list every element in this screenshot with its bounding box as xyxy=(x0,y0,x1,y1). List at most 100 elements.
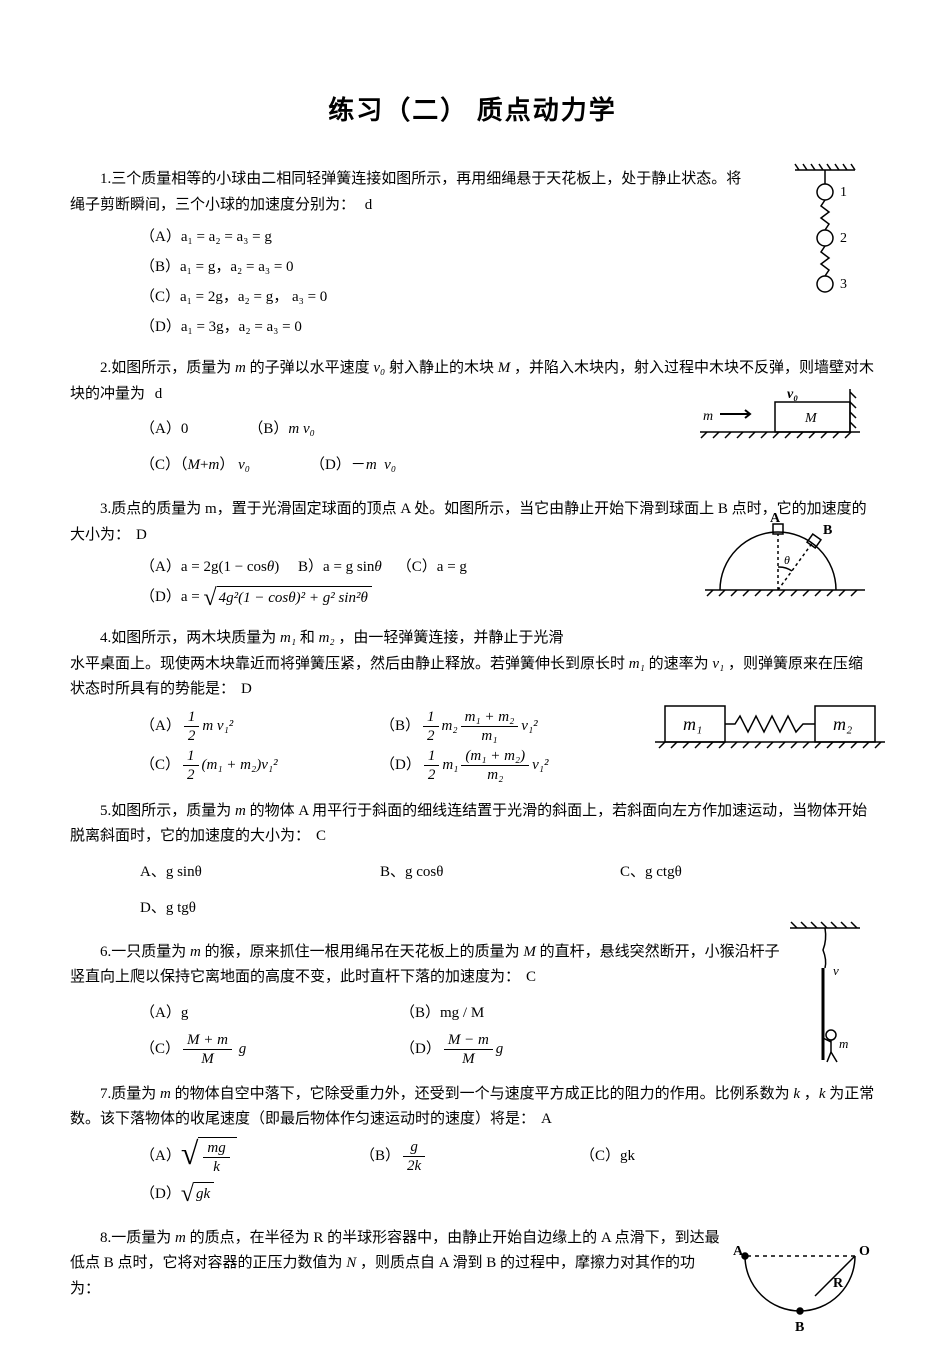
problem-text: 1.三个质量相等的小球由二相同轻弹簧连接如图所示，再用细绳悬于天花板上，处于静止… xyxy=(70,171,741,213)
option-a: （A） 12m v₁² xyxy=(140,707,380,746)
l: （C） xyxy=(140,1031,180,1067)
frac: (m₁ + m₂)m₂ xyxy=(461,747,529,784)
problem-6-text: 6.一只质量为 m 的猴，原来抓住一根用绳吊在天花板上的质量为 M 的直杆，悬线… xyxy=(70,940,785,991)
problem-answer: D xyxy=(136,527,147,543)
problem-7: 7.质量为 m 的物体自空中落下，它除受重力外，还受到一个与速度平方成正比的阻力… xyxy=(70,1082,875,1212)
t: 的猴，原来抓住一根用绳吊在天花板上的质量为 xyxy=(201,944,524,960)
option-a: （A）0 xyxy=(140,411,188,447)
problem-2: 2.如图所示，质量为 m 的子弹以水平速度 v₀ 射入静止的木块 M ，并陷入木… xyxy=(70,356,875,483)
s: m₂ xyxy=(319,630,335,646)
l: （A） xyxy=(140,1138,181,1174)
t: 的速率为 xyxy=(645,656,713,672)
option-a: （A）g xyxy=(140,995,340,1031)
figure-2: v₀ m M xyxy=(695,384,865,444)
s: M xyxy=(523,944,536,960)
problem-8: 8.一质量为 m 的质点，在半径为 R 的半球形容器中，由静止开始自边缘上的 A… xyxy=(70,1226,875,1303)
sym-v0: v₀ xyxy=(373,360,385,376)
problem-4-line1: 4.如图所示，两木块质量为 m₁ 和 m₂ ，由一轻弹簧连接，并静止于光滑 xyxy=(70,626,875,652)
t: 6.一只质量为 xyxy=(100,944,190,960)
s: v₀ xyxy=(238,447,250,483)
s: m xyxy=(288,411,299,447)
problem-4-options: （A） 12m v₁² （B） 12m₂ m₁ + m₂m₁v₁² （C） 12… xyxy=(140,707,655,785)
problem-5: 5.如图所示，质量为 m 的物体 A 用平行于斜面的细线连结置于光滑的斜面上，若… xyxy=(70,799,875,926)
figure-3: A B θ xyxy=(705,512,865,597)
s: m xyxy=(190,944,201,960)
option-d: （D） M − mMg xyxy=(400,1031,600,1068)
option-d: （D）a = √4g²(1 − cosθ)² + g² sin²θ xyxy=(140,582,705,612)
s: m₁ xyxy=(280,630,296,646)
frac: 12 xyxy=(424,747,440,784)
sym-M: M xyxy=(498,360,511,376)
l: （B） xyxy=(360,1138,400,1174)
page-title: 练习（二） 质点动力学 xyxy=(70,90,875,127)
l: （A）a = 2g(1 − cos xyxy=(140,559,267,575)
l: （A） xyxy=(140,707,181,746)
l: （D） xyxy=(400,1031,441,1067)
option-c: （C）a = g xyxy=(397,559,467,575)
s: m xyxy=(160,1086,171,1102)
problem-1-text: 1.三个质量相等的小球由二相同轻弹簧连接如图所示，再用细绳悬于天花板上，处于静止… xyxy=(70,167,755,218)
fig3-B: B xyxy=(823,523,832,538)
frac: M − mM xyxy=(444,1031,493,1068)
t: 射入静止的木块 xyxy=(385,360,498,376)
radical-icon: √ xyxy=(181,1182,194,1206)
option-c: （C） M + mM g xyxy=(140,1031,340,1068)
problem-6-options: （A）g （B）mg / M （C） M + mM g （D） M − mMg xyxy=(140,995,785,1068)
option-a: （A） √mgk xyxy=(140,1137,300,1176)
t: ， xyxy=(800,1086,819,1102)
option-d: （D）－ m v₀ xyxy=(310,447,396,483)
problem-1: 1.三个质量相等的小球由二相同轻弹簧连接如图所示，再用细绳悬于天花板上，处于静止… xyxy=(70,167,875,342)
t: 水平桌面上。现使两木块靠近而将弹簧压紧，然后由静止释放。若弹簧伸长到原长时 xyxy=(70,656,629,672)
m: + xyxy=(200,447,208,483)
l: （D）a = xyxy=(140,589,203,605)
problem-6: 6.一只质量为 m 的猴，原来抓住一根用绳吊在天花板上的质量为 M 的直杆，悬线… xyxy=(70,940,875,1068)
fig3-theta: θ xyxy=(784,553,790,567)
figure-4: m₁ m₂ xyxy=(655,694,885,754)
problem-answer: C xyxy=(526,969,536,985)
s: v₀ xyxy=(384,447,396,483)
page: 练习（二） 质点动力学 1.三个质量相等的小球由二相同轻弹簧连接如图所示，再用细… xyxy=(0,0,945,1356)
problem-1-options: （A）a₁ = a₂ = a₃ = g （B）a₁ = g，a₂ = a₃ = … xyxy=(140,222,875,342)
option-c: （C） 12(m₁ + m₂)v₁² xyxy=(140,746,380,785)
option-d: （D） √gk xyxy=(140,1176,280,1212)
l: （C）（ xyxy=(140,447,188,483)
frac: 12 xyxy=(423,708,439,745)
fig1-label-2: 2 xyxy=(840,231,847,246)
sym-m: m xyxy=(235,360,246,376)
fig2-v0: v₀ xyxy=(787,387,798,402)
option-c: C、g ctgθ xyxy=(620,854,800,890)
fig4-m2: m₂ xyxy=(833,714,852,734)
t: ，由一轻弹簧连接，并静止于光滑 xyxy=(335,630,564,646)
option-a: （A）a₁ = a₂ = a₃ = g xyxy=(140,222,875,252)
s: θ xyxy=(374,559,381,575)
problem-answer: d xyxy=(155,386,163,402)
fig1-label-1: 1 xyxy=(840,185,847,200)
problem-answer: D xyxy=(241,681,252,697)
s: m xyxy=(208,447,219,483)
fig3-A: A xyxy=(770,512,781,526)
problem-5-options: A、g sinθ B、g cosθ C、g ctgθ D、g tgθ xyxy=(140,854,875,926)
t: 8.一质量为 xyxy=(100,1230,175,1246)
fig6-v: v xyxy=(833,963,839,978)
l: （D） xyxy=(140,1176,181,1212)
body: gk xyxy=(194,1182,214,1205)
fig2-m: m xyxy=(703,409,713,424)
l: （C） xyxy=(140,746,180,785)
problem-2-options: （A）0 （B）m v₀ （C）（M + m） v₀ （D）－ m v₀ xyxy=(140,411,705,483)
radical-icon: √ xyxy=(203,586,216,610)
t: 7.质量为 xyxy=(100,1086,160,1102)
l: （B） xyxy=(248,411,288,447)
fig8-B: B xyxy=(795,1320,804,1335)
figure-6: v m xyxy=(785,920,865,1070)
fig2-M: M xyxy=(804,411,818,426)
option-b: B）a = g sinθ xyxy=(298,559,382,575)
l: B）a = g sin xyxy=(298,559,374,575)
s: N xyxy=(346,1255,356,1271)
s: m xyxy=(175,1230,186,1246)
l: （D）－ xyxy=(310,447,366,483)
body: mgk xyxy=(198,1137,236,1176)
frac: 12 xyxy=(183,747,199,784)
opt-row-1: （A）a = 2g(1 − cosθ) B）a = g sinθ （C）a = … xyxy=(140,552,705,582)
t: 和 xyxy=(296,630,319,646)
sqrt: √4g²(1 − cosθ)² + g² sin²θ xyxy=(203,586,371,610)
